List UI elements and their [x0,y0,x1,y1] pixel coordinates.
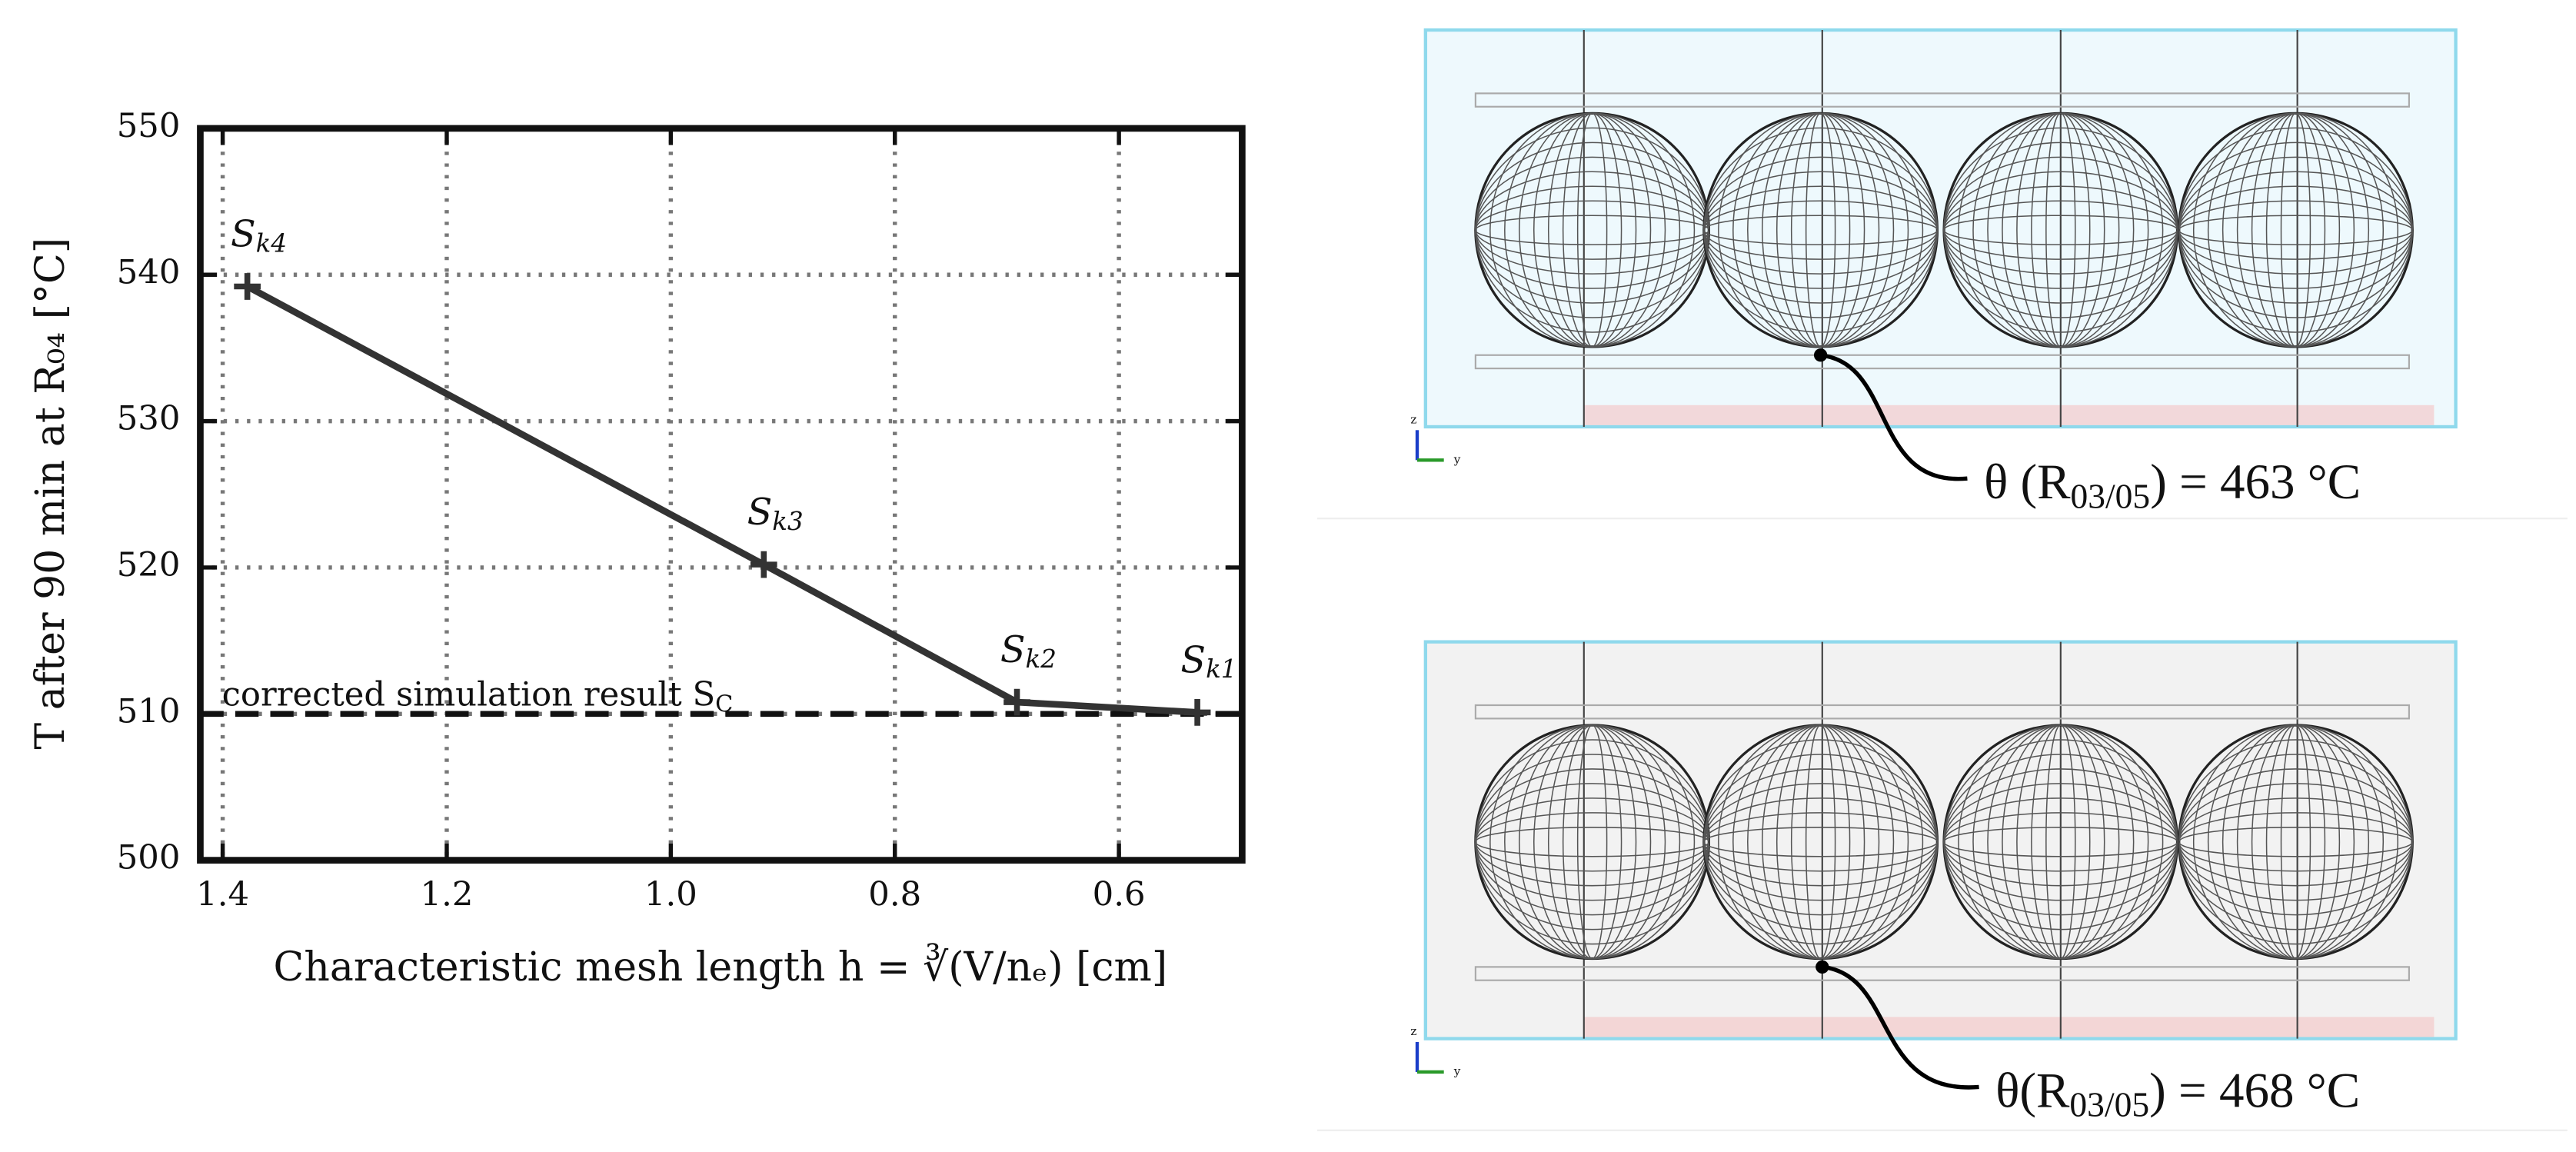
mesh-line [1475,739,1710,945]
y-tick-label: 550 [117,107,181,145]
point-label-sub: k1 [1206,654,1236,684]
annotation-part: ) = 468 °C [2149,1063,2360,1118]
point-label: Sk3 [747,491,804,536]
y-tick-label: 500 [117,839,181,877]
model-box [1423,640,2458,1040]
mesh-line [1703,739,1939,945]
annotation-part: 03/05 [2071,477,2151,516]
mesh-line [1943,739,2178,945]
annotation-part: ) = 463 °C [2150,454,2361,510]
mesh-line [1489,724,1696,960]
mesh-line [2178,739,2413,945]
model-floor [1583,1017,2435,1037]
reference-label-text: corrected simulation result S [222,676,716,714]
y-tick-label: 540 [117,253,181,291]
mesh-line [2192,112,2399,348]
point-label-sub: k2 [1026,644,1057,673]
annotation-part: θ(R [1995,1063,2070,1118]
data-point [1183,699,1211,726]
axis-label: z [1410,1024,1416,1038]
point-label: Sk4 [231,213,287,258]
mesh-line [1703,127,1939,333]
annotation: θ (R03/05) = 463 °C [1984,454,2361,516]
mesh-line [1958,112,2164,348]
annotation-leader [1820,353,1968,481]
y-tick-label: 510 [117,692,181,731]
x-tick-label: 0.6 [1093,875,1146,914]
data-line [245,283,1198,716]
annotation-part: 03/05 [2069,1085,2149,1124]
point-label-base: S [1000,629,1026,671]
mesh-line [1718,724,1924,960]
mesh-line [2178,127,2413,333]
axis-label: z [1410,412,1416,426]
axis-label: y [1453,1064,1461,1078]
point-label-sub: k4 [256,228,287,258]
model-render: θ(R03/05) = 468 °C z y [1316,640,2568,1131]
annotation-part: θ (R [1984,454,2071,510]
point-label: Sk1 [1180,639,1236,684]
annotation: θ(R03/05) = 468 °C [1995,1063,2360,1124]
mesh-line [1718,112,1924,348]
point-label-base: S [747,491,773,534]
mesh-line [1943,127,2178,333]
point-label-base: S [231,213,256,255]
axis-label: y [1453,452,1461,466]
model-box [1423,28,2458,429]
reference-label-sub: C [715,691,733,718]
y-axis-title: T after 90 min at R₀₄ [°C] [28,238,74,750]
rack [1474,354,2410,370]
point-label-base: S [1180,639,1206,681]
data-point [750,551,777,578]
x-axis-title: Characteristic mesh length h = ∛(V/nₑ) [… [274,943,1168,991]
x-tick-label: 1.0 [644,875,697,914]
data-point [1003,688,1030,716]
plot-frame [197,125,1246,864]
point-label: Sk2 [1000,629,1057,674]
model-floor [1583,405,2435,425]
mesh-line [2192,724,2399,960]
mesh-line [1475,127,1710,333]
rack [1474,966,2410,981]
x-tick-label: 1.4 [196,875,249,914]
x-tick-label: 0.8 [868,875,921,914]
reference-label: corrected simulation result SC [222,676,734,718]
data-point [234,273,261,300]
rack [1474,92,2410,108]
x-tick-label: 1.2 [421,875,474,914]
mesh-line [1958,724,2164,960]
y-tick-label: 530 [117,400,181,438]
annotation-leader [1822,964,1979,1090]
model-render: θ (R03/05) = 463 °C z y [1316,28,2568,520]
point-label-sub: k3 [772,506,803,535]
mesh-line [1489,112,1696,348]
rack [1474,704,2410,720]
y-tick-label: 520 [117,546,181,584]
